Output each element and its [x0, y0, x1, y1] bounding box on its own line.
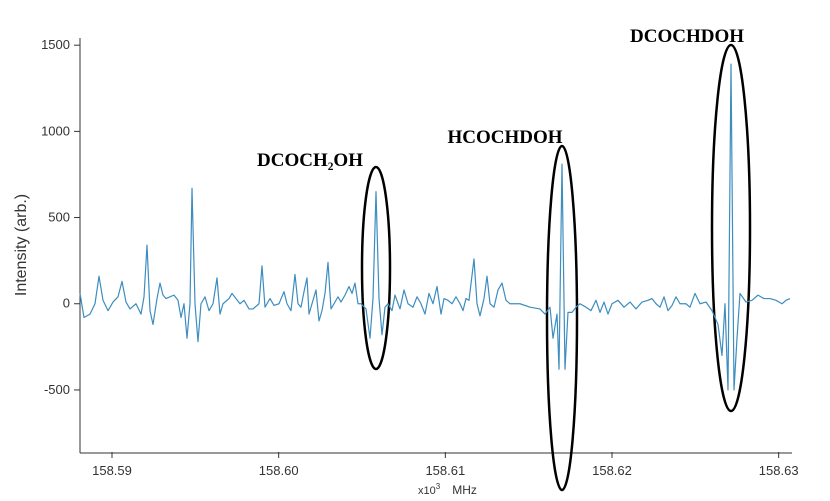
x-unit: MHz [452, 483, 477, 497]
y-tick-label: 0 [63, 296, 70, 311]
x-tick-label: 158.62 [592, 463, 632, 478]
annotation: HCOCHDOH [447, 127, 562, 148]
highlight-ellipse [545, 144, 579, 492]
x-multiplier: x10 [418, 485, 436, 497]
highlight-ellipse [710, 43, 752, 413]
x-axis-label: x103 MHz [418, 482, 477, 497]
x-tick-label: 158.59 [92, 463, 132, 478]
y-tick-label: 1500 [41, 37, 70, 52]
y-tick-label: -500 [44, 382, 70, 397]
highlight-ellipse [360, 165, 392, 371]
spectrum-line [79, 63, 791, 391]
x-multiplier-exponent: 3 [436, 482, 441, 491]
y-tick-label: 1000 [41, 123, 70, 138]
annotation: DCOCH₂OH [257, 150, 363, 171]
y-axis-label: Intensity (arb.) [13, 194, 30, 296]
annotation: DCOCHDOH [630, 26, 744, 47]
y-tick-label: 500 [48, 210, 70, 225]
x-tick-label: 158.63 [759, 463, 799, 478]
x-tick-label: 158.61 [425, 463, 465, 478]
x-tick-label: 158.60 [259, 463, 299, 478]
